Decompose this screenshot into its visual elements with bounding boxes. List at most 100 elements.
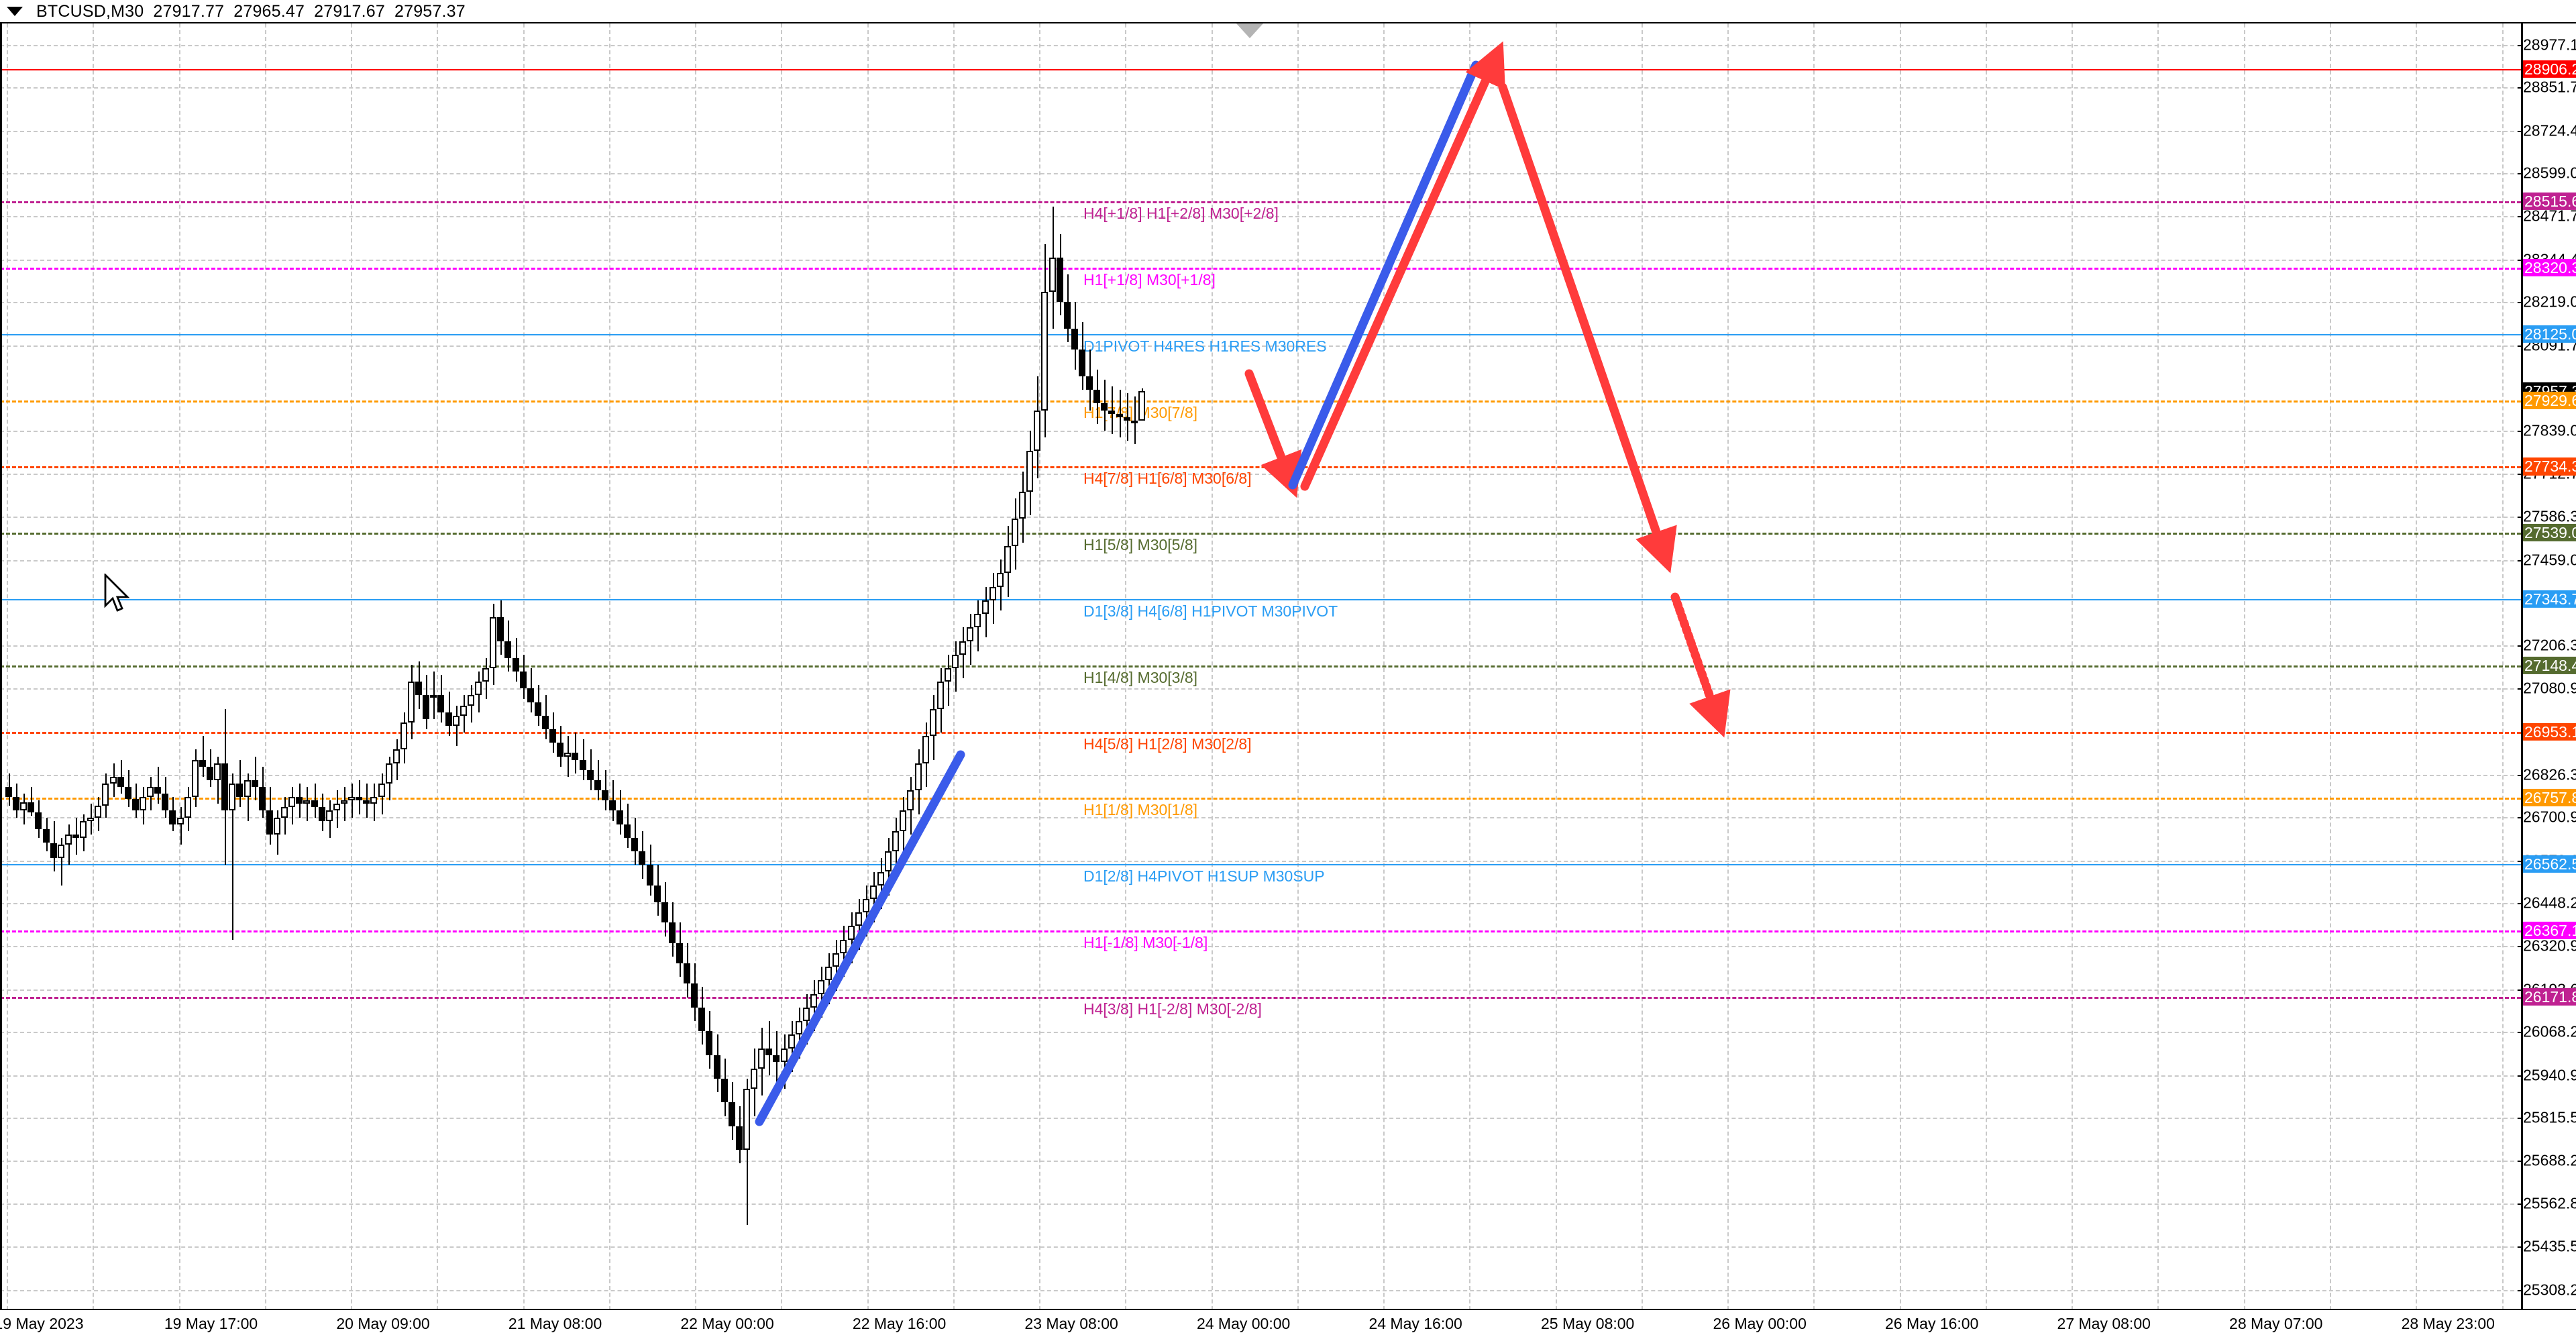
level-label: H4[+1/8] H1[+2/8] M30[+2/8]	[1083, 205, 1279, 223]
candle-body	[430, 695, 437, 698]
candle-body	[50, 843, 57, 859]
price-level-tag[interactable]: 26171.88	[2523, 987, 2576, 1006]
gridline-horizontal	[0, 645, 2521, 647]
candle-body	[534, 702, 541, 716]
price-level-tag[interactable]: 27734.38	[2523, 458, 2576, 476]
candle-body	[475, 682, 482, 696]
candle-wick	[784, 1034, 786, 1089]
price-level-tag[interactable]: 28125.00	[2523, 325, 2576, 343]
candle-wick	[1112, 386, 1114, 434]
level-line[interactable]	[0, 201, 2521, 204]
price-level-tag[interactable]: 27148.44	[2523, 656, 2576, 674]
candle-body	[214, 763, 221, 780]
gridline-horizontal	[0, 774, 2521, 776]
candle-body	[303, 800, 311, 804]
level-label: D1[2/8] H4PIVOT H1SUP M30SUP	[1083, 867, 1325, 886]
time-axis-tick: 24 May 00:00	[1196, 1315, 1291, 1332]
price-tick-mark	[2518, 817, 2523, 819]
price-tick-mark	[2518, 688, 2523, 690]
gridline-horizontal	[0, 1117, 2521, 1119]
gridline-horizontal	[0, 989, 2521, 991]
candle-body	[579, 759, 586, 770]
candle-body	[564, 753, 572, 757]
level-line[interactable]	[0, 864, 2521, 866]
candle-body	[549, 729, 557, 743]
price-tick-mark	[2518, 474, 2523, 476]
price-tick-mark	[2518, 902, 2523, 904]
time-axis[interactable]: 19 May 2023 19 May 17:00 20 May 09:00 21 Ma…	[0, 1311, 2576, 1339]
candle-body	[1138, 390, 1145, 421]
price-axis-tick: 26826.30	[2523, 765, 2576, 784]
level-line[interactable]	[0, 731, 2521, 734]
chevron-down-icon[interactable]	[7, 7, 23, 16]
candle-body	[914, 763, 922, 791]
price-level-tag[interactable]: 26562.50	[2523, 855, 2576, 873]
level-line[interactable]	[0, 665, 2521, 667]
price-level-tag[interactable]: 28906.25	[2523, 60, 2576, 78]
level-line[interactable]	[0, 268, 2521, 270]
price-level-tag[interactable]: 28320.31	[2523, 258, 2576, 277]
candle-body	[1012, 519, 1018, 546]
level-line[interactable]	[0, 598, 2521, 600]
level-line[interactable]	[0, 798, 2521, 800]
level-label: H1[-1/8] M30[-1/8]	[1083, 933, 1208, 951]
candle-body	[251, 780, 258, 788]
level-line[interactable]	[0, 930, 2521, 932]
price-level-tag[interactable]: 27343.75	[2523, 590, 2576, 608]
chart-collapse-marker-icon[interactable]	[1236, 23, 1263, 38]
candle-body	[64, 834, 72, 845]
candle-wick	[202, 736, 204, 777]
candle-body	[1093, 390, 1101, 404]
level-line[interactable]	[0, 333, 2521, 335]
candle-body	[788, 1034, 795, 1049]
candle-body	[42, 829, 50, 843]
price-axis[interactable]: 28977.1028851.7028724.4028599.0028471.70…	[2518, 23, 2576, 1310]
candle-body	[527, 688, 534, 702]
price-level-tag[interactable]: 26757.81	[2523, 789, 2576, 807]
time-axis-tick: 23 May 08:00	[1024, 1315, 1118, 1332]
candle-wick	[314, 783, 316, 818]
candle-body	[296, 797, 303, 804]
candle-body	[735, 1126, 743, 1150]
price-level-tag[interactable]: 27539.06	[2523, 524, 2576, 542]
candle-body	[348, 797, 356, 801]
candle-wick	[455, 705, 458, 747]
candle-body	[28, 802, 35, 812]
price-level-tag[interactable]: 26367.19	[2523, 921, 2576, 939]
price-axis-tick: 25308.20	[2523, 1281, 2576, 1299]
candle-body	[1049, 258, 1056, 292]
candle-body	[1026, 451, 1034, 492]
candle-body	[572, 753, 579, 760]
price-axis-tick: 27206.30	[2523, 636, 2576, 654]
candle-body	[124, 787, 131, 799]
candle-body	[258, 787, 266, 811]
level-line[interactable]	[0, 996, 2521, 999]
candle-body	[512, 657, 519, 672]
level-line[interactable]	[0, 533, 2521, 535]
candle-body	[1034, 410, 1041, 451]
level-line[interactable]	[0, 68, 2521, 70]
price-axis-tick: 25940.90	[2523, 1066, 2576, 1084]
price-chart-canvas[interactable]: H4[+1/8] H1[+2/8] M30[+2/8] H1[+1/8] M30[…	[0, 23, 2522, 1310]
price-level-tag[interactable]: 28515.62	[2523, 193, 2576, 211]
price-tick-mark	[2518, 44, 2523, 46]
candle-wick	[344, 787, 345, 821]
candle-body	[825, 967, 833, 981]
candle-body	[691, 983, 698, 1008]
symbol-timeframe-label: BTCUSD,M30	[36, 1, 144, 21]
gridline-horizontal	[0, 1075, 2521, 1077]
candle-body	[936, 682, 944, 709]
gridline-horizontal	[0, 259, 2521, 261]
candle-body	[80, 820, 87, 838]
price-level-tag[interactable]: 27929.69	[2523, 391, 2576, 409]
price-tick-mark	[2518, 989, 2523, 991]
gridline-horizontal	[0, 688, 2521, 690]
price-level-tag[interactable]: 26953.12	[2523, 722, 2576, 741]
candle-body	[698, 1007, 706, 1032]
candle-body	[773, 1055, 780, 1062]
candle-body	[385, 763, 392, 784]
candle-body	[810, 994, 817, 1008]
candle-body	[929, 708, 936, 737]
gridline-horizontal	[0, 1161, 2521, 1163]
price-axis-tick: 28219.00	[2523, 292, 2576, 311]
